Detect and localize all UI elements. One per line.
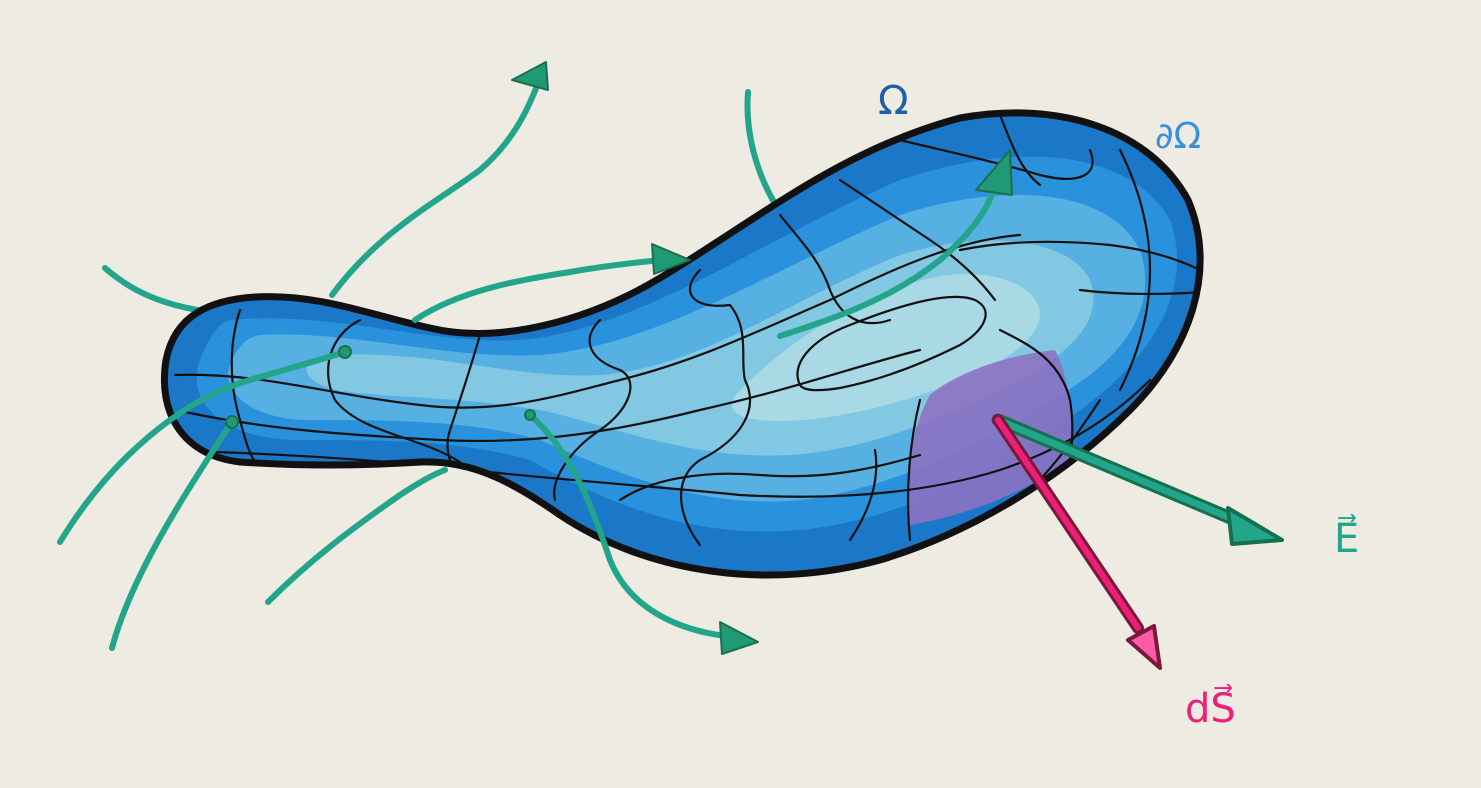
field-line [777,182,998,339]
field-line [329,75,543,298]
field-line [109,419,235,651]
volume-label: Ω [878,78,909,124]
arrowhead [651,243,691,275]
field-line [527,412,728,639]
field-source-dot [338,345,352,359]
surface-contours [173,113,1201,547]
boundary-label: ∂Ω [1155,116,1201,157]
field-source-dot [225,415,239,429]
field-line [412,257,665,323]
area-element-label: dS⃗ [1185,684,1236,732]
e-field-vector [991,413,1284,546]
arrowhead [719,621,759,655]
field-label: E⃗ [1334,514,1359,562]
field-lines-front [57,182,998,651]
field-line [265,467,448,605]
area-element-arrowhead [1126,624,1162,670]
area-element-vector [992,414,1162,670]
e-field-arrowhead [1226,506,1284,546]
arrowhead [511,61,549,91]
field-source-dot [524,409,536,421]
surface-patch [908,350,1072,525]
field-line [57,349,348,545]
field-line [102,265,213,315]
field-arrowheads [225,61,1013,655]
boundary-outline [160,109,1204,579]
arrowhead [975,149,1013,196]
shading-band [731,273,1040,421]
